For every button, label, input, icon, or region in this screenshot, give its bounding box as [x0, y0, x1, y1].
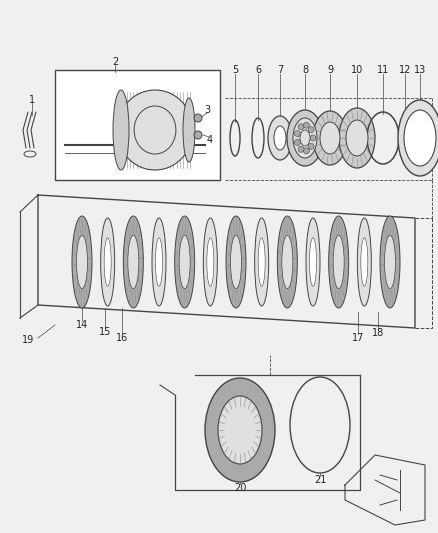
Ellipse shape	[117, 90, 193, 170]
Ellipse shape	[287, 110, 323, 166]
Text: 14: 14	[76, 320, 88, 330]
Text: 1: 1	[29, 95, 35, 105]
Text: 8: 8	[302, 65, 308, 75]
Ellipse shape	[218, 396, 262, 464]
Ellipse shape	[72, 216, 92, 308]
Text: 12: 12	[399, 65, 411, 75]
Text: 10: 10	[351, 65, 363, 75]
Ellipse shape	[346, 120, 368, 156]
Ellipse shape	[194, 114, 202, 122]
Ellipse shape	[155, 238, 162, 286]
Ellipse shape	[274, 126, 286, 150]
Ellipse shape	[357, 218, 371, 306]
Text: 7: 7	[277, 65, 283, 75]
Ellipse shape	[294, 131, 300, 136]
Text: 4: 4	[207, 135, 213, 145]
Text: 19: 19	[22, 335, 34, 345]
Text: 15: 15	[99, 327, 111, 337]
Ellipse shape	[183, 98, 195, 162]
Ellipse shape	[398, 100, 438, 176]
Ellipse shape	[128, 236, 139, 289]
Ellipse shape	[203, 218, 217, 306]
Ellipse shape	[268, 116, 292, 160]
Ellipse shape	[298, 146, 304, 152]
Ellipse shape	[328, 216, 349, 308]
Text: 3: 3	[204, 105, 210, 115]
Text: 5: 5	[232, 65, 238, 75]
Text: 11: 11	[377, 65, 389, 75]
Ellipse shape	[293, 118, 317, 158]
Ellipse shape	[304, 122, 309, 128]
Text: 20: 20	[234, 483, 246, 493]
Ellipse shape	[304, 148, 309, 154]
Bar	[55, 70, 220, 180]
Ellipse shape	[226, 216, 246, 308]
Ellipse shape	[380, 216, 400, 308]
Ellipse shape	[385, 236, 396, 289]
Ellipse shape	[104, 238, 111, 286]
Ellipse shape	[320, 122, 340, 154]
Ellipse shape	[339, 108, 375, 168]
Text: 6: 6	[255, 65, 261, 75]
Ellipse shape	[194, 131, 202, 139]
Ellipse shape	[361, 238, 368, 286]
Ellipse shape	[101, 218, 115, 306]
Ellipse shape	[298, 124, 304, 130]
Ellipse shape	[207, 238, 214, 286]
Ellipse shape	[308, 143, 314, 149]
Text: 17: 17	[352, 333, 364, 343]
Ellipse shape	[77, 236, 88, 289]
Ellipse shape	[230, 236, 241, 289]
Ellipse shape	[113, 90, 129, 170]
Ellipse shape	[300, 130, 310, 146]
Ellipse shape	[179, 236, 190, 289]
Ellipse shape	[205, 378, 275, 482]
Text: 16: 16	[116, 333, 128, 343]
Text: 9: 9	[327, 65, 333, 75]
Ellipse shape	[306, 218, 320, 306]
Ellipse shape	[254, 218, 268, 306]
Ellipse shape	[134, 106, 176, 154]
Ellipse shape	[401, 130, 409, 146]
Ellipse shape	[404, 110, 436, 166]
Ellipse shape	[294, 140, 300, 146]
Ellipse shape	[310, 238, 317, 286]
Ellipse shape	[175, 216, 194, 308]
Ellipse shape	[282, 236, 293, 289]
Ellipse shape	[277, 216, 297, 308]
Ellipse shape	[124, 216, 143, 308]
Text: 13: 13	[414, 65, 426, 75]
Ellipse shape	[310, 135, 316, 141]
Ellipse shape	[152, 218, 166, 306]
Ellipse shape	[313, 111, 347, 165]
Text: 18: 18	[372, 328, 384, 338]
Text: 2: 2	[112, 57, 118, 67]
Ellipse shape	[308, 127, 314, 133]
Text: 21: 21	[314, 475, 326, 485]
Ellipse shape	[333, 236, 344, 289]
Ellipse shape	[258, 238, 265, 286]
